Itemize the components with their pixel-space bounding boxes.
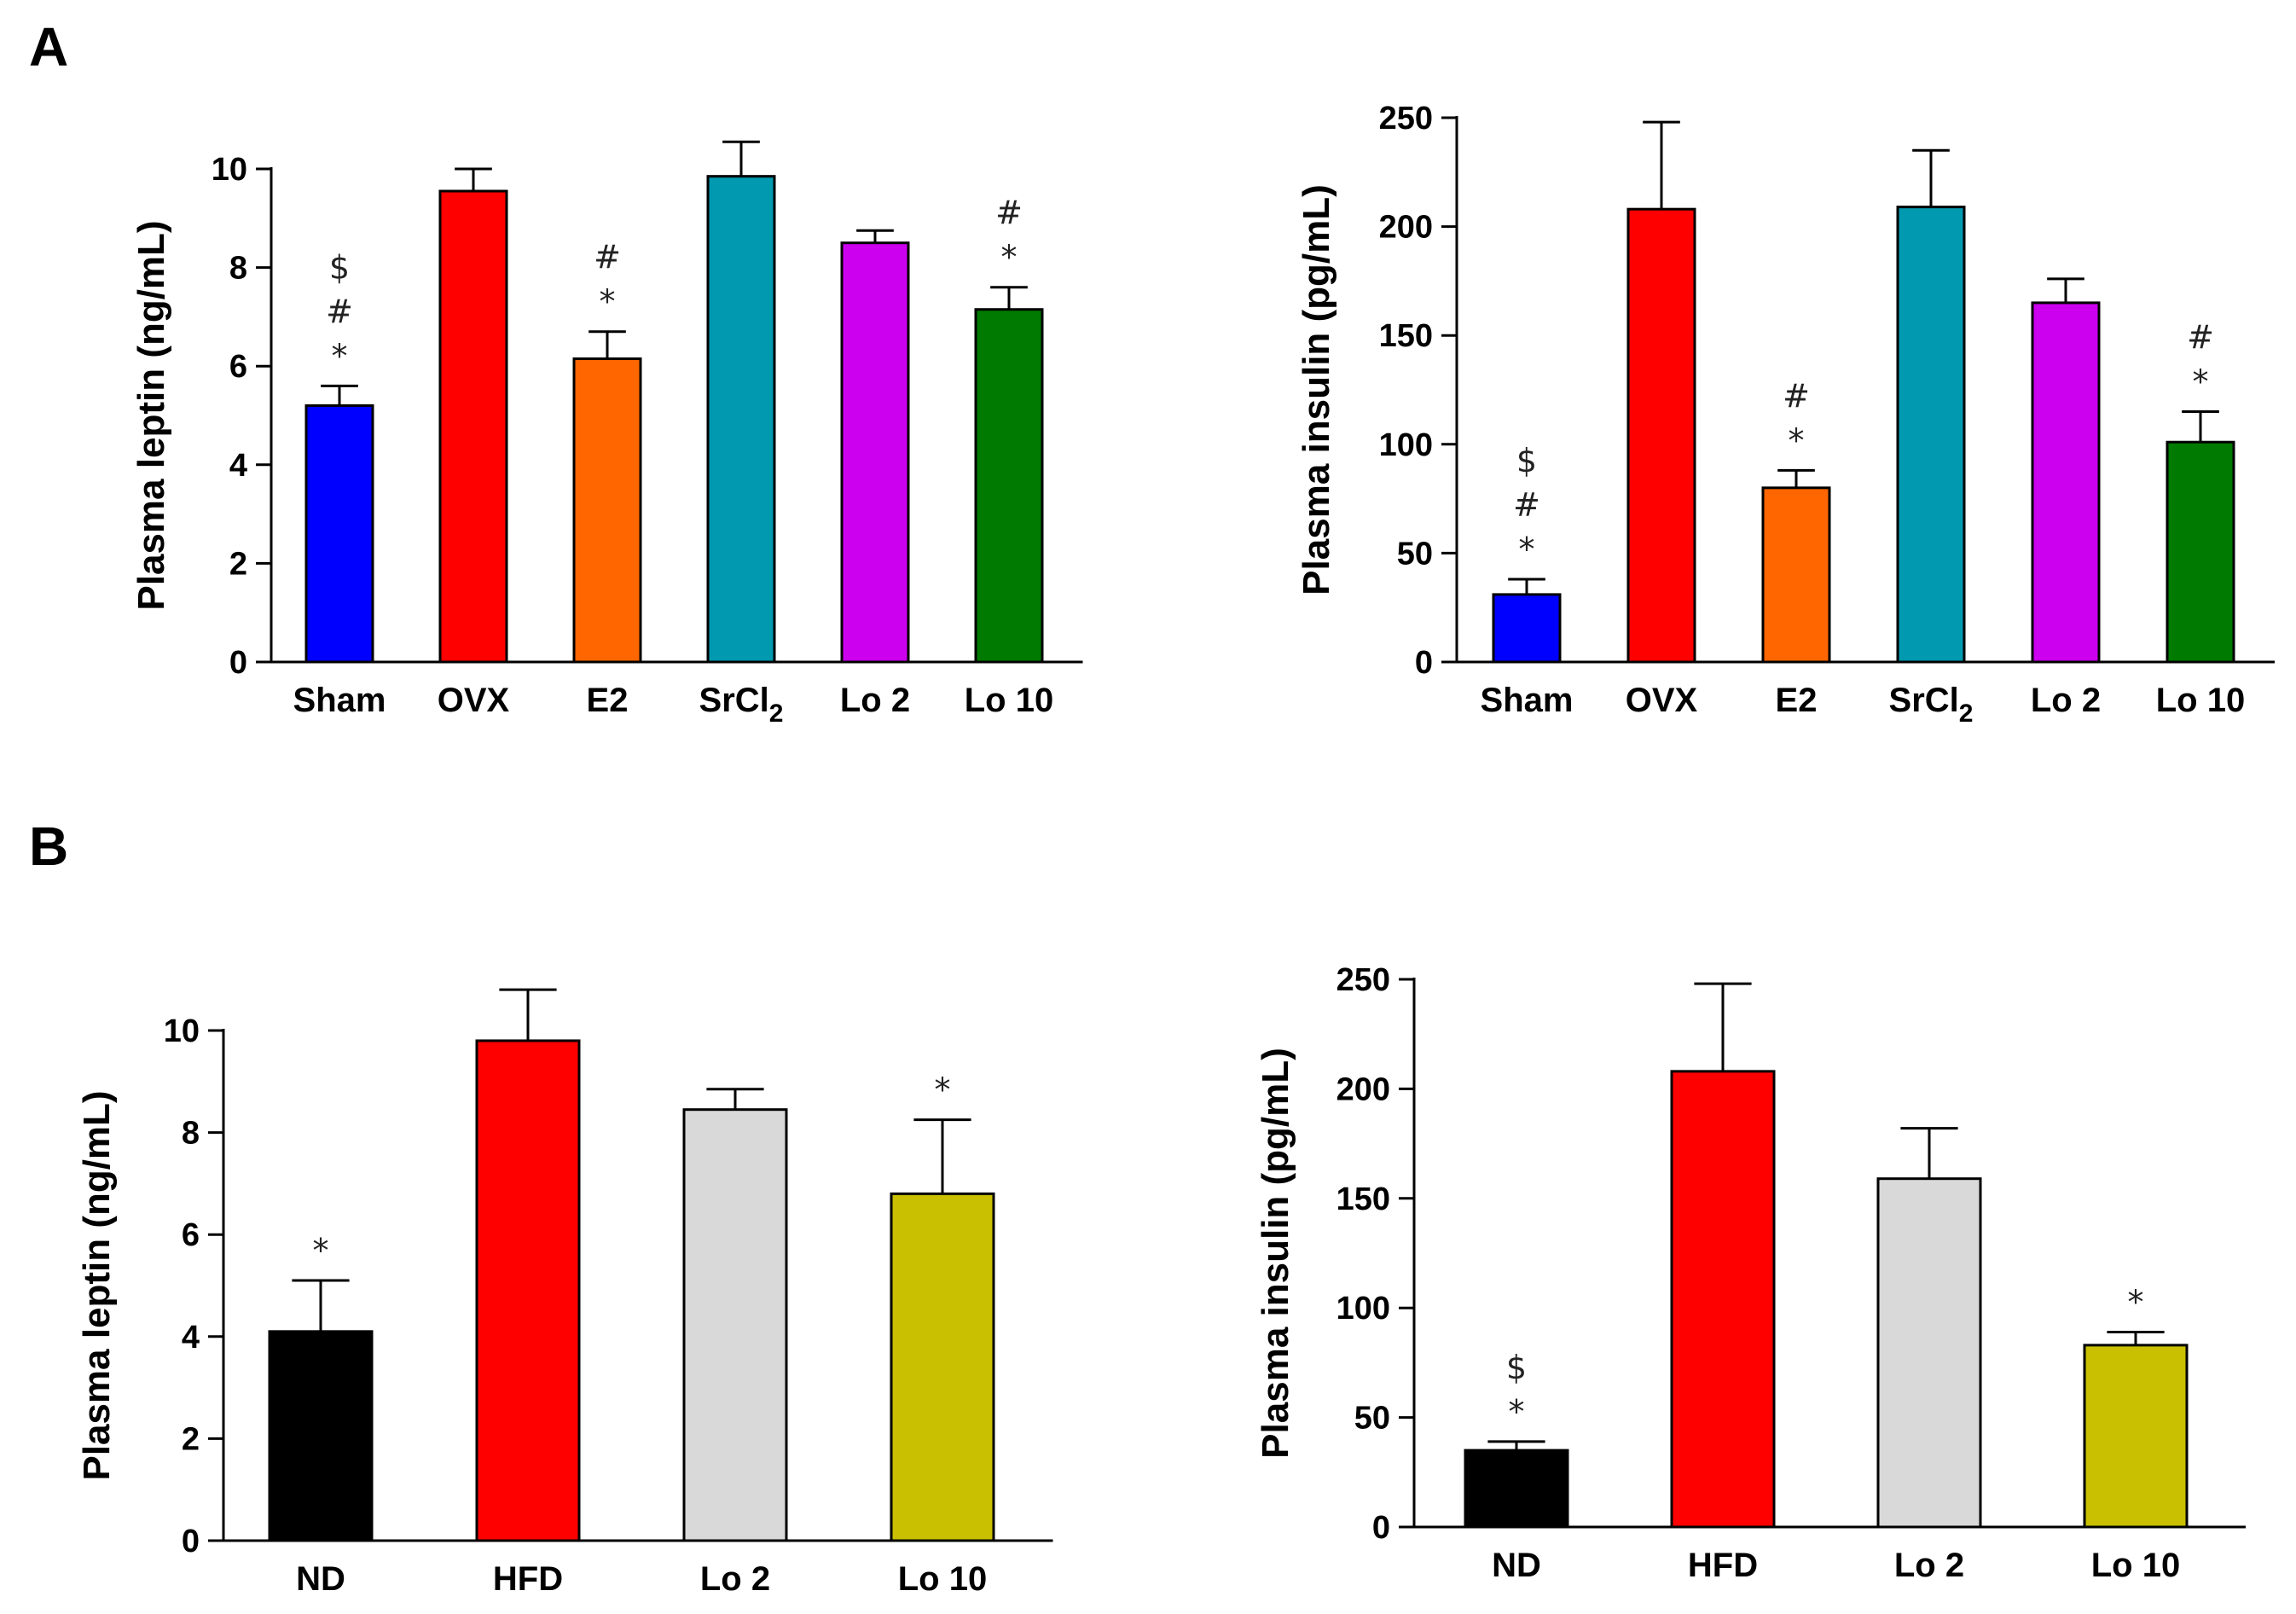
significance-mark: * <box>1789 421 1805 459</box>
significance-mark: # <box>1783 377 1810 415</box>
y-axis-label: Plasma leptin (ng/mL) <box>130 220 172 610</box>
x-tick-label: E2 <box>587 682 629 719</box>
significance-mark: * <box>313 1232 329 1269</box>
significance-mark: # <box>995 194 1023 232</box>
y-tick-label: 0 <box>1372 1510 1390 1546</box>
y-axis-label: Plasma leptin (ng/mL) <box>76 1090 118 1480</box>
x-tick-label: E2 <box>1776 682 1818 719</box>
x-tick-label: SrCl2 <box>1889 682 1974 728</box>
y-axis-label: Plasma insulin (pg/mL) <box>1255 1048 1296 1459</box>
panel-letter-b: B <box>29 816 69 877</box>
y-tick-label: 250 <box>1336 962 1390 998</box>
significance-mark: * <box>1509 1393 1525 1431</box>
bar-ovx <box>1626 207 1696 664</box>
x-tick-label: Sham <box>293 682 386 719</box>
bar-ovx <box>438 189 508 664</box>
significance-mark: $ <box>329 248 350 286</box>
y-tick-label: 6 <box>182 1217 200 1253</box>
bar-lo-10 <box>890 1192 995 1542</box>
y-axis-label: Plasma insulin (pg/mL) <box>1296 184 1337 595</box>
bar-e2 <box>572 357 642 664</box>
y-tick-label: 50 <box>1354 1401 1390 1437</box>
bar-lo-2 <box>840 241 910 664</box>
x-tick-label: OVX <box>1626 682 1698 719</box>
x-tick-label: OVX <box>438 682 510 719</box>
x-tick-label: Lo 2 <box>2031 682 2101 719</box>
bar-srcl2 <box>706 175 776 664</box>
significance-mark: # <box>2187 319 2214 357</box>
y-tick-label: 200 <box>1336 1071 1390 1107</box>
x-tick-label: SrCl2 <box>699 682 784 728</box>
y-tick-label: 4 <box>229 448 247 484</box>
bar-hfd <box>475 1039 581 1542</box>
y-tick-label: 0 <box>229 645 247 681</box>
x-tick-label: Lo 10 <box>2091 1547 2180 1584</box>
y-tick-label: 150 <box>1336 1181 1390 1217</box>
significance-mark: * <box>332 337 348 374</box>
bar-nd <box>268 1330 374 1542</box>
significance-mark: * <box>935 1071 951 1109</box>
x-tick-label: ND <box>1492 1547 1541 1584</box>
significance-mark: * <box>600 283 616 321</box>
bar-nd <box>1464 1449 1569 1529</box>
x-tick-label: Lo 2 <box>1894 1547 1964 1584</box>
significance-mark: * <box>1519 531 1535 568</box>
significance-mark: $ <box>1506 1349 1527 1386</box>
bar-sham <box>304 404 374 664</box>
x-tick-label: Sham <box>1481 682 1574 719</box>
bar-lo-10 <box>2166 440 2235 664</box>
y-tick-label: 10 <box>164 1013 200 1049</box>
bar-srcl2 <box>1896 206 1966 664</box>
x-tick-label: Lo 10 <box>965 682 1053 719</box>
y-tick-label: 2 <box>182 1421 200 1457</box>
x-tick-label: Lo 2 <box>700 1560 770 1598</box>
bar-hfd <box>1670 1070 1776 1529</box>
y-tick-label: 10 <box>212 152 247 188</box>
y-tick-label: 250 <box>1379 101 1433 136</box>
y-tick-label: 200 <box>1379 210 1433 246</box>
x-tick-label: HFD <box>493 1560 563 1598</box>
significance-mark: # <box>326 293 353 330</box>
significance-mark: * <box>2128 1283 2144 1321</box>
bar-sham <box>1492 593 1562 664</box>
bar-lo-2 <box>2031 301 2101 664</box>
panel-letter-a: A <box>29 16 69 78</box>
bar-lo-2 <box>682 1108 788 1542</box>
significance-mark: * <box>1001 239 1018 276</box>
x-tick-label: Lo 10 <box>2156 682 2245 719</box>
y-tick-label: 4 <box>182 1320 200 1356</box>
x-tick-label: HFD <box>1688 1547 1758 1584</box>
y-tick-label: 8 <box>182 1116 200 1152</box>
bar-lo-10 <box>2083 1344 2189 1529</box>
y-tick-label: 6 <box>229 349 247 385</box>
significance-mark: $ <box>1516 442 1537 479</box>
significance-mark: * <box>2193 363 2209 401</box>
y-tick-label: 150 <box>1379 318 1433 354</box>
x-tick-label: ND <box>296 1560 345 1598</box>
significance-mark: # <box>1513 486 1540 524</box>
y-tick-label: 0 <box>182 1524 200 1559</box>
y-tick-label: 100 <box>1379 427 1433 463</box>
significance-mark: # <box>594 239 621 276</box>
y-tick-label: 50 <box>1397 536 1433 572</box>
x-tick-label: Lo 10 <box>898 1560 987 1598</box>
x-tick-label: Lo 2 <box>840 682 910 719</box>
y-tick-label: 8 <box>229 251 247 287</box>
y-tick-label: 2 <box>229 546 247 582</box>
bar-lo-2 <box>1876 1177 1982 1529</box>
bar-e2 <box>1761 486 1831 664</box>
y-tick-label: 100 <box>1336 1291 1390 1327</box>
y-tick-label: 0 <box>1415 645 1433 681</box>
bar-lo-10 <box>974 308 1044 664</box>
